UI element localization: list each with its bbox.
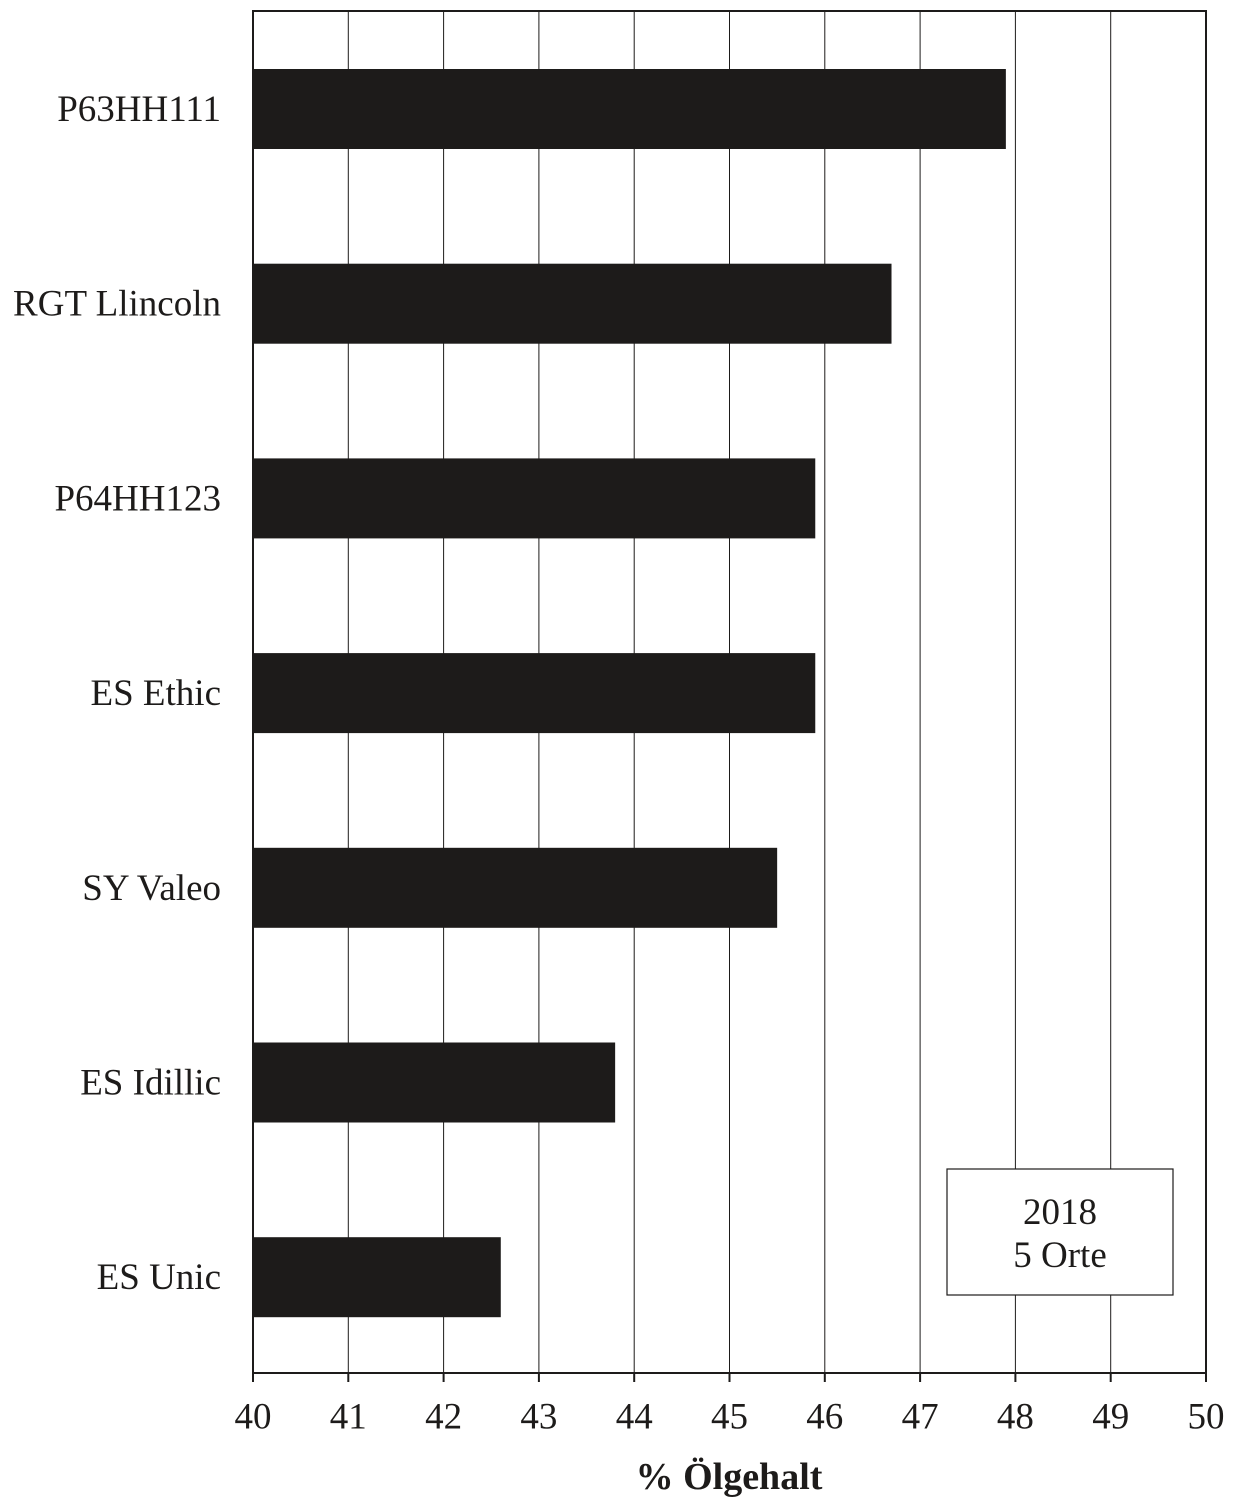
bar: [253, 1042, 616, 1123]
category-labels: P63HH111 RGT Llincoln P64HH123 ES Ethic SY V…: [13, 89, 221, 1298]
x-tick-label: 48: [997, 1397, 1034, 1438]
x-tick-label: 45: [711, 1397, 748, 1438]
bar: [253, 1237, 501, 1318]
x-tick-label: 49: [1092, 1397, 1129, 1438]
bar: [253, 69, 1006, 149]
x-axis-title: % Ölgehalt: [636, 1456, 823, 1498]
annotation-box: 2018 5 Orte: [946, 1168, 1174, 1296]
bar: [253, 653, 816, 734]
bar: [253, 458, 816, 539]
x-tick-label: 43: [520, 1397, 557, 1438]
x-tick-label: 50: [1188, 1397, 1225, 1438]
category-label: P63HH111: [57, 89, 221, 130]
annotation-frame: [946, 1168, 1174, 1296]
bars: [253, 69, 1006, 1318]
bar: [253, 847, 778, 928]
x-tick-label: 41: [330, 1397, 367, 1438]
x-axis-ticks: 40 41 42 43 44 45 46 47 48 49 50: [235, 1373, 1225, 1438]
annotation-line-1: 2018: [1023, 1192, 1097, 1233]
category-label: ES Ethic: [90, 673, 221, 714]
bar: [253, 263, 892, 344]
category-label: ES Idillic: [80, 1063, 221, 1104]
annotation-line-2: 5 Orte: [1013, 1235, 1107, 1276]
category-label: P64HH123: [54, 478, 221, 519]
category-label: RGT Llincoln: [13, 284, 221, 325]
category-label: ES Unic: [97, 1257, 221, 1298]
x-tick-label: 42: [425, 1397, 462, 1438]
x-tick-label: 46: [806, 1397, 843, 1438]
category-label: SY Valeo: [82, 868, 221, 909]
x-tick-label: 47: [902, 1397, 939, 1438]
x-tick-label: 44: [616, 1397, 653, 1438]
x-tick-label: 40: [235, 1397, 272, 1438]
